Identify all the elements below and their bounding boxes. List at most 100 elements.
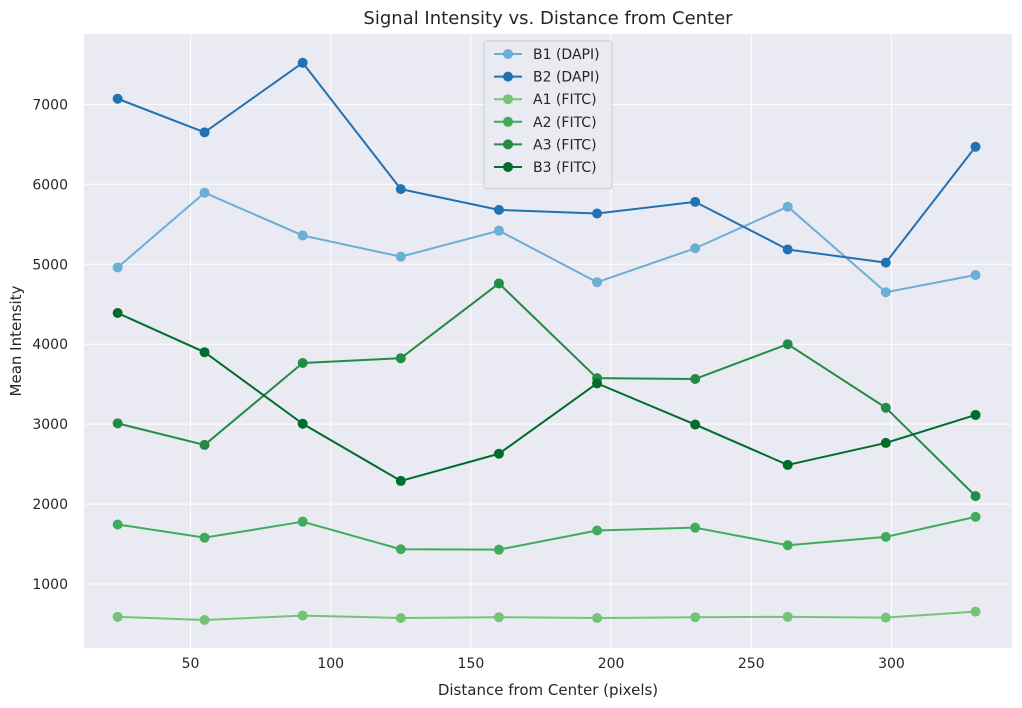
data-point xyxy=(199,615,210,626)
x-axis-label: Distance from Center (pixels) xyxy=(438,681,658,699)
data-point xyxy=(112,611,123,622)
data-point xyxy=(690,522,701,533)
data-point xyxy=(970,511,981,522)
data-point xyxy=(493,612,504,623)
legend-frame xyxy=(483,40,613,190)
series-group xyxy=(112,57,981,626)
data-point xyxy=(395,613,406,624)
data-point xyxy=(112,418,123,429)
series-4 xyxy=(112,278,981,502)
legend-entry: B1 (DAPI) xyxy=(494,47,600,63)
legend-label: A2 (FITC) xyxy=(533,115,597,131)
legend-label: A3 (FITC) xyxy=(533,137,597,153)
legend-swatch-marker xyxy=(503,94,513,105)
y-axis-label: Mean Intensity xyxy=(7,285,25,396)
data-point xyxy=(690,243,701,254)
data-point xyxy=(592,277,603,288)
data-point xyxy=(395,184,406,195)
y-tick-label: 4000 xyxy=(32,337,68,353)
data-point xyxy=(199,347,210,358)
y-tick-labels: 1000 2000 3000 4000 5000 6000 7000 xyxy=(32,97,68,593)
data-point xyxy=(297,57,308,68)
chart-title: Signal Intensity vs. Distance from Cente… xyxy=(363,8,733,29)
series-2 xyxy=(112,606,981,626)
series-line xyxy=(117,312,976,482)
data-point xyxy=(880,437,891,448)
data-point xyxy=(880,531,891,542)
series-3 xyxy=(112,511,981,555)
series-line xyxy=(116,191,976,294)
legend-swatch-marker xyxy=(503,49,513,59)
data-point xyxy=(493,448,504,459)
series-1 xyxy=(112,57,981,268)
series-line xyxy=(117,610,976,622)
data-point xyxy=(493,204,504,215)
data-point xyxy=(970,141,981,152)
y-tick-label: 3000 xyxy=(32,417,68,433)
x-tick-label: 300 xyxy=(878,656,905,672)
data-point xyxy=(297,610,308,621)
data-point xyxy=(690,419,701,430)
legend-label: B3 (FITC) xyxy=(533,160,597,176)
legend-entry: A2 (FITC) xyxy=(494,115,597,131)
data-point xyxy=(970,409,981,420)
x-tick-label: 150 xyxy=(458,656,485,672)
data-point xyxy=(782,540,793,551)
data-point xyxy=(112,308,123,319)
data-point xyxy=(112,93,123,104)
data-point xyxy=(880,402,891,413)
x-tick-label: 50 xyxy=(182,656,200,672)
legend-swatch-marker xyxy=(503,71,513,82)
legend-label: B2 (DAPI) xyxy=(533,70,600,86)
x-tick-label: 100 xyxy=(317,656,344,672)
series-5 xyxy=(112,308,981,486)
data-point xyxy=(199,127,210,138)
series-line xyxy=(117,515,976,551)
data-point xyxy=(592,613,603,624)
data-point xyxy=(880,257,891,268)
data-point xyxy=(782,244,793,255)
x-tick-label: 250 xyxy=(738,656,765,672)
y-tick-label: 2000 xyxy=(32,497,68,513)
grid-lines xyxy=(84,34,1012,648)
data-point xyxy=(970,491,981,502)
data-point xyxy=(592,525,603,536)
data-point xyxy=(199,187,210,198)
data-point xyxy=(395,544,406,555)
data-point xyxy=(592,378,603,389)
data-point xyxy=(782,339,793,350)
y-tick-label: 5000 xyxy=(32,257,68,273)
x-tick-label: 200 xyxy=(598,656,625,672)
series-line xyxy=(117,61,977,264)
legend-entry: B3 (FITC) xyxy=(494,160,597,176)
y-tick-label: 1000 xyxy=(32,577,68,593)
series-line xyxy=(117,282,977,497)
legend-entry: A3 (FITC) xyxy=(494,137,597,153)
data-point xyxy=(395,251,406,262)
series-0 xyxy=(112,187,981,298)
data-point xyxy=(880,287,891,298)
data-point xyxy=(690,196,701,207)
data-point xyxy=(199,439,210,450)
data-point xyxy=(782,611,793,622)
data-point xyxy=(970,270,981,281)
data-point xyxy=(112,262,123,273)
data-point xyxy=(297,418,308,429)
data-point xyxy=(297,357,308,368)
data-point xyxy=(395,475,406,486)
data-point xyxy=(493,278,504,289)
legend: B1 (DAPI) B2 (DAPI) A1 (FITC) A2 (FITC) A3 (… xyxy=(483,40,613,190)
legend-label: A1 (FITC) xyxy=(533,92,597,108)
legend-label: B1 (DAPI) xyxy=(533,47,600,63)
data-point xyxy=(880,612,891,623)
data-point xyxy=(690,373,701,384)
data-point xyxy=(112,519,123,530)
legend-swatch-marker xyxy=(503,162,513,172)
legend-entry: A1 (FITC) xyxy=(494,92,597,108)
data-point xyxy=(493,544,504,555)
data-point xyxy=(395,353,406,364)
data-point xyxy=(782,459,793,470)
legend-entry: B2 (DAPI) xyxy=(494,70,600,86)
data-point xyxy=(970,606,981,617)
